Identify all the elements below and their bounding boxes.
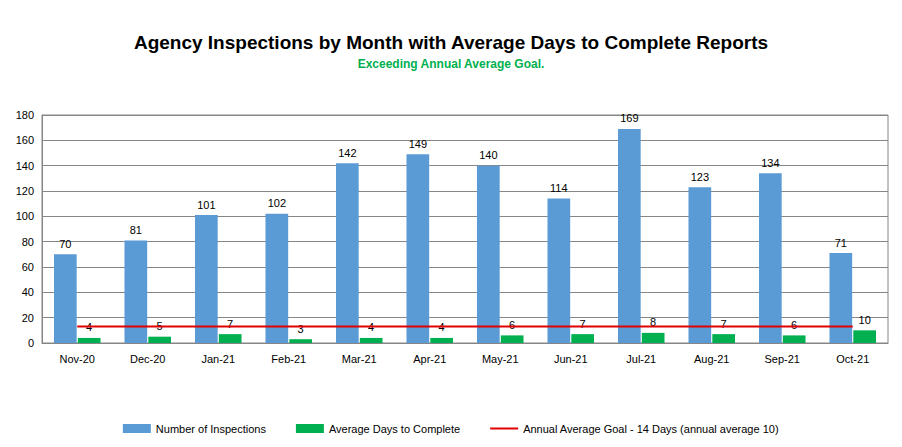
svg-text:Jun-21: Jun-21 (554, 353, 588, 365)
svg-text:Mar-21: Mar-21 (342, 353, 377, 365)
svg-text:60: 60 (22, 261, 34, 273)
svg-text:120: 120 (16, 185, 34, 197)
svg-text:4: 4 (438, 321, 445, 334)
svg-text:3: 3 (298, 323, 304, 335)
svg-text:Apr-21: Apr-21 (413, 353, 446, 365)
svg-text:140: 140 (16, 160, 34, 172)
svg-text:70: 70 (59, 238, 71, 250)
svg-text:Sep-21: Sep-21 (765, 353, 800, 365)
svg-text:Feb-21: Feb-21 (271, 353, 306, 365)
svg-text:102: 102 (268, 197, 286, 209)
svg-text:Dec-20: Dec-20 (130, 353, 165, 365)
svg-text:Agency Inspections by Month wi: Agency Inspections by Month with Average… (134, 32, 768, 53)
svg-text:6: 6 (509, 319, 515, 331)
svg-text:Jan-21: Jan-21 (201, 353, 235, 365)
svg-text:149: 149 (409, 138, 427, 150)
svg-text:8: 8 (650, 316, 657, 329)
svg-text:4: 4 (86, 321, 93, 334)
svg-text:80: 80 (22, 236, 34, 248)
svg-text:123: 123 (691, 171, 709, 183)
svg-text:6: 6 (791, 319, 797, 331)
svg-text:81: 81 (130, 224, 142, 236)
svg-text:20: 20 (22, 312, 34, 324)
svg-text:142: 142 (338, 147, 356, 159)
svg-text:140: 140 (479, 149, 497, 161)
svg-text:Exceeding Annual Average Goal.: Exceeding Annual Average Goal. (358, 57, 545, 71)
svg-text:71: 71 (835, 237, 847, 249)
svg-text:Jul-21: Jul-21 (626, 353, 656, 365)
svg-text:10: 10 (859, 314, 871, 326)
svg-text:100: 100 (16, 210, 34, 222)
svg-text:5: 5 (156, 320, 163, 333)
svg-text:Number of Inspections: Number of Inspections (156, 423, 267, 435)
svg-text:Aug-21: Aug-21 (694, 353, 729, 365)
svg-text:0: 0 (28, 337, 34, 349)
svg-text:134: 134 (761, 157, 779, 169)
svg-text:Nov-20: Nov-20 (60, 353, 95, 365)
svg-text:Annual Average Goal - 14 Days: Annual Average Goal - 14 Days (annual av… (523, 423, 778, 435)
svg-text:May-21: May-21 (482, 353, 519, 365)
svg-text:169: 169 (620, 112, 638, 124)
svg-text:7: 7 (721, 318, 727, 330)
svg-text:114: 114 (550, 182, 568, 194)
svg-text:40: 40 (22, 286, 34, 298)
svg-text:101: 101 (197, 199, 215, 211)
svg-text:160: 160 (16, 134, 34, 146)
svg-text:Oct-21: Oct-21 (836, 353, 869, 365)
svg-text:7: 7 (580, 318, 586, 330)
svg-text:7: 7 (227, 318, 233, 330)
svg-text:180: 180 (16, 109, 34, 121)
svg-text:Average Days to Complete: Average Days to Complete (329, 423, 460, 435)
svg-text:4: 4 (368, 321, 375, 334)
